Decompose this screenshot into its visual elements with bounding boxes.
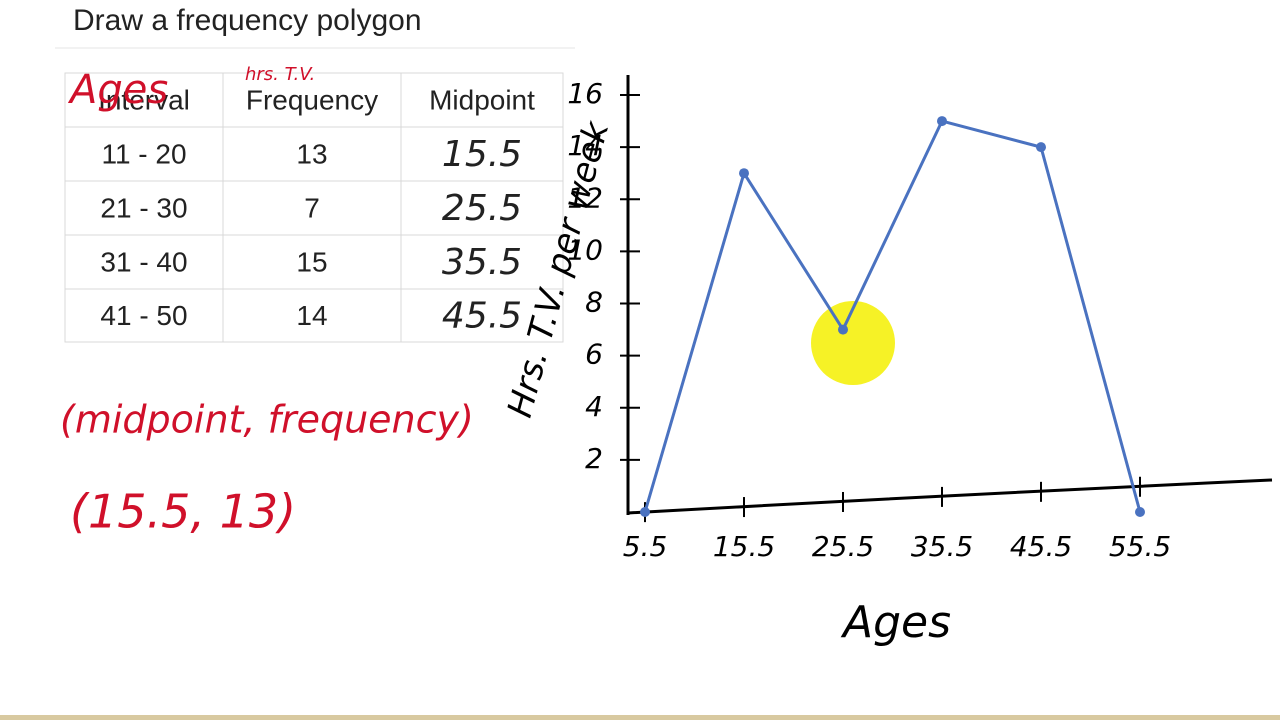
polygon-line — [643, 119, 1142, 513]
table-cell — [64, 288, 224, 343]
y-tick-label: 6 — [585, 338, 603, 371]
table-value: 35.5 — [442, 242, 522, 283]
table: Interval Frequency Midpoint 11 - 20 13 15.5 21… — [64, 72, 564, 343]
x-tick-label: 15.5 — [713, 530, 775, 563]
table-value: 25.5 — [442, 188, 522, 229]
table-cell — [222, 126, 402, 182]
polygon-point — [838, 324, 848, 335]
page-title: Draw a frequency polygon — [73, 4, 422, 37]
table-value: 13 — [296, 138, 327, 169]
table-value: 21 - 30 — [100, 192, 187, 223]
table-value: 15 — [296, 246, 327, 277]
table-cell — [64, 126, 224, 182]
polygon-point — [640, 507, 650, 517]
bottom-bar — [0, 715, 1280, 720]
polygon-point — [1135, 507, 1145, 517]
polygon-point — [739, 168, 749, 179]
interval-note: Ages — [67, 67, 168, 113]
table-value: 45.5 — [442, 296, 522, 337]
pair-label: (midpoint, frequency) — [60, 398, 474, 442]
table-value: 41 - 50 — [100, 300, 187, 331]
y-tick-label: 10 — [567, 233, 603, 266]
cursor-highlight — [811, 301, 895, 385]
y-tick-label: 4 — [585, 390, 603, 423]
table-cell — [400, 72, 564, 128]
table-value: 11 - 20 — [101, 138, 186, 169]
y-tick-label: 16 — [567, 77, 603, 110]
table-value: 15.5 — [442, 134, 522, 175]
y-tick-label: 8 — [585, 286, 603, 319]
table-cell — [222, 72, 402, 128]
table-value: 31 - 40 — [100, 246, 187, 277]
table-cell — [222, 288, 402, 343]
table-cell — [222, 234, 402, 290]
table-header: Frequency — [246, 84, 378, 115]
table-value: 14 — [296, 300, 327, 331]
y-tick-label: 14 — [567, 129, 603, 162]
pair-example: (15.5, 13) — [70, 485, 296, 539]
table-cell — [400, 234, 564, 290]
x-tick-label: 45.5 — [1010, 530, 1072, 563]
x-axis — [627, 478, 1273, 515]
table-header: Midpoint — [429, 84, 535, 115]
table-cell — [400, 126, 564, 182]
frequency-note: hrs. T.V. — [245, 64, 315, 85]
x-axis-label: Ages — [840, 597, 951, 648]
x-tick-label: 5.5 — [623, 530, 668, 563]
table-header: Interval — [98, 84, 190, 115]
y-tick-label: 12 — [567, 181, 603, 214]
x-tick-label: 25.5 — [812, 530, 874, 563]
table-cell — [400, 288, 564, 343]
table-value: 7 — [304, 192, 320, 223]
y-tick-label: 2 — [585, 442, 603, 475]
table-cell — [64, 72, 224, 128]
x-tick-label: 35.5 — [911, 530, 973, 563]
polygon-point — [1036, 142, 1046, 153]
polygon-point — [937, 116, 947, 127]
x-tick-label: 55.5 — [1109, 530, 1171, 563]
